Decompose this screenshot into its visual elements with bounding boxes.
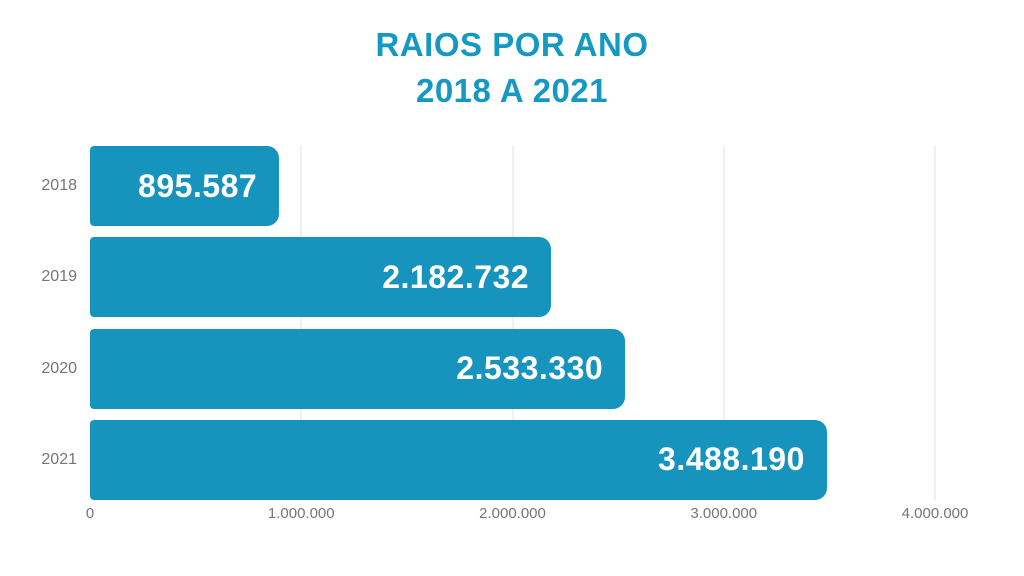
gridline-2.000.000 bbox=[511, 146, 514, 500]
category-label-2018: 2018 bbox=[41, 177, 77, 194]
bar-2019: 2.182.732 bbox=[90, 237, 552, 318]
bar-value-label-2020: 2.533.330 bbox=[456, 350, 604, 387]
chart-title-line1: RAIOS POR ANO bbox=[375, 26, 649, 63]
x-tick-label-4.000.000: 4.000.000 bbox=[901, 505, 969, 522]
gridline-3.000.000 bbox=[722, 146, 725, 500]
bar-rows: 2018 895.587 2019 2.182.732 2020 2.533.330 202… bbox=[41, 146, 935, 500]
x-tick-label-0: 0 bbox=[85, 505, 95, 522]
bar-row-2018: 2018 895.587 bbox=[41, 146, 935, 226]
category-label-2019: 2019 bbox=[41, 268, 77, 286]
gridline-1.000.000 bbox=[300, 146, 303, 500]
gridline-4.000.000 bbox=[934, 146, 936, 500]
bar-row-2019: 2019 2.182.732 bbox=[41, 237, 935, 318]
x-tick-label-3.000.000: 3.000.000 bbox=[690, 505, 758, 522]
category-label-2020: 2020 bbox=[41, 359, 77, 377]
chart-title: RAIOS POR ANO 2018 A 2021 bbox=[0, 22, 1024, 114]
bar-value-label-2018: 895.587 bbox=[138, 167, 258, 204]
x-axis: 0 1.000.000 2.000.000 3.000.000 4.000.000 bbox=[86, 505, 969, 527]
plot-area: 2018 895.587 2019 2.182.732 2020 2.533.330 202… bbox=[41, 146, 936, 500]
bar-2018: 895.587 bbox=[90, 146, 280, 226]
category-label-2021: 2021 bbox=[41, 450, 77, 468]
chart-title-line2: 2018 A 2021 bbox=[415, 72, 609, 109]
x-tick-label-2.000.000: 2.000.000 bbox=[479, 505, 546, 522]
bar-2021: 3.488.190 bbox=[90, 419, 827, 500]
bar-2020: 2.533.330 bbox=[90, 328, 626, 409]
bar-value-label-2021: 3.488.190 bbox=[658, 441, 805, 478]
bar-row-2020: 2020 2.533.330 bbox=[41, 328, 935, 409]
bar-value-label-2019: 2.182.732 bbox=[382, 258, 530, 295]
bar-row-2021: 2021 3.488.190 bbox=[41, 419, 935, 500]
x-tick-label-1.000.000: 1.000.000 bbox=[267, 505, 335, 522]
